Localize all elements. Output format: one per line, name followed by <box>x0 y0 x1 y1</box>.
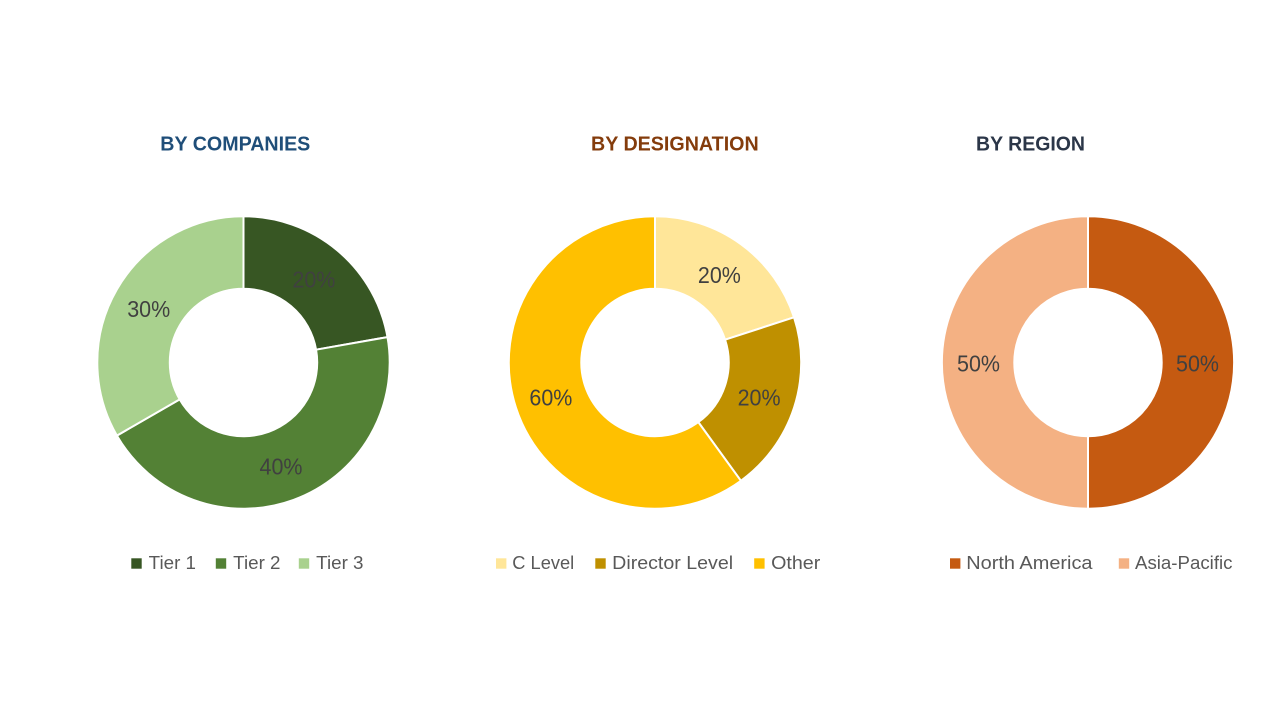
svg-text:BY COMPANIES: BY COMPANIES <box>160 134 310 156</box>
svg-text:Tier 2: Tier 2 <box>233 553 280 573</box>
svg-text:BY DESIGNATION: BY DESIGNATION <box>591 134 759 156</box>
svg-text:20%: 20% <box>698 262 741 288</box>
svg-text:50%: 50% <box>957 351 1000 377</box>
svg-text:30%: 30% <box>127 296 170 322</box>
svg-text:40%: 40% <box>260 453 303 479</box>
svg-text:50%: 50% <box>1176 351 1219 377</box>
svg-text:Other: Other <box>771 553 820 573</box>
svg-text:60%: 60% <box>529 384 572 410</box>
svg-text:Director Level: Director Level <box>612 553 733 573</box>
svg-text:North America: North America <box>966 553 1093 573</box>
svg-text:20%: 20% <box>738 384 781 410</box>
svg-text:C Level: C Level <box>512 553 574 573</box>
svg-text:20%: 20% <box>292 267 335 293</box>
svg-text:Asia-Pacific: Asia-Pacific <box>1135 553 1233 573</box>
svg-text:Tier 3: Tier 3 <box>316 553 363 573</box>
svg-text:BY REGION: BY REGION <box>976 134 1085 156</box>
svg-text:Tier 1: Tier 1 <box>149 553 196 573</box>
